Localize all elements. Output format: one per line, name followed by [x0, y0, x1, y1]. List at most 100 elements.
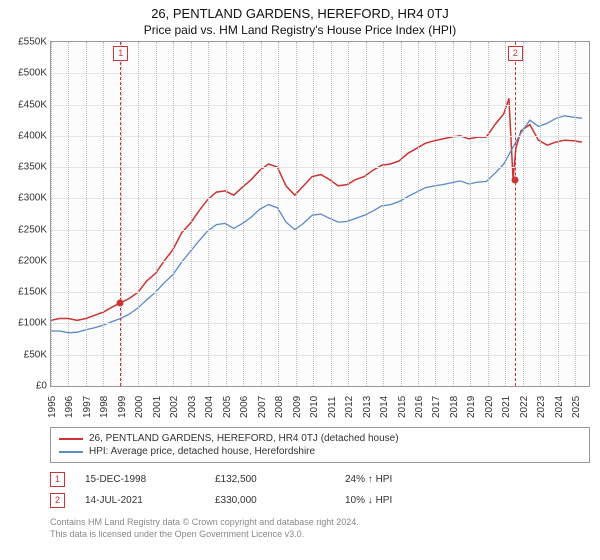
data-point-delta: 24% ↑ HPI	[345, 474, 475, 485]
legend-swatch	[59, 438, 83, 440]
gridline-v	[86, 42, 87, 386]
gridline-v	[558, 42, 559, 386]
sale-marker-box: 1	[113, 46, 128, 61]
series-line	[51, 116, 582, 333]
gridline-v	[173, 42, 174, 386]
gridline-h	[51, 355, 589, 356]
gridline-v	[296, 42, 297, 386]
series-line	[51, 98, 582, 320]
data-point-marker: 1	[50, 472, 65, 487]
sale-marker-dot	[511, 176, 518, 183]
gridline-v	[103, 42, 104, 386]
xtick-label: 2016	[414, 396, 425, 418]
data-point-table: 1 15-DEC-1998£132,50024% ↑ HPI 2 14-JUL-202…	[50, 469, 590, 511]
gridline-h	[51, 105, 589, 106]
xtick-label: 2003	[187, 396, 198, 418]
xtick-label: 2013	[362, 396, 373, 418]
gridline-h	[51, 230, 589, 231]
gridline-h	[51, 167, 589, 168]
xtick-label: 2021	[501, 396, 512, 418]
gridline-v	[383, 42, 384, 386]
xtick-label: 2009	[292, 396, 303, 418]
xtick-label: 2010	[309, 396, 320, 418]
chart-subtitle: Price paid vs. HM Land Registry's House …	[0, 21, 600, 41]
gridline-v	[68, 42, 69, 386]
xtick-label: 2019	[466, 396, 477, 418]
gridline-v	[366, 42, 367, 386]
xtick-label: 2002	[169, 396, 180, 418]
gridline-v	[453, 42, 454, 386]
xtick-label: 2023	[536, 396, 547, 418]
gridline-h	[51, 136, 589, 137]
gridline-v	[505, 42, 506, 386]
gridline-v	[540, 42, 541, 386]
gridline-v	[331, 42, 332, 386]
xtick-label: 2022	[519, 396, 530, 418]
gridline-v	[401, 42, 402, 386]
xtick-label: 1999	[117, 396, 128, 418]
xtick-label: 2000	[134, 396, 145, 418]
data-point-delta: 10% ↓ HPI	[345, 495, 475, 506]
xtick-label: 2008	[274, 396, 285, 418]
xtick-label: 2006	[239, 396, 250, 418]
gridline-v	[348, 42, 349, 386]
data-point-date: 15-DEC-1998	[85, 474, 215, 485]
xtick-label: 2004	[204, 396, 215, 418]
gridline-v	[243, 42, 244, 386]
ytick-label: £450K	[18, 99, 47, 110]
legend-label: HPI: Average price, detached house, Here…	[89, 446, 315, 457]
data-point-row: 2 14-JUL-2021£330,00010% ↓ HPI	[50, 490, 590, 511]
chart-title: 26, PENTLAND GARDENS, HEREFORD, HR4 0TJ	[0, 0, 600, 21]
sale-marker-line	[515, 42, 516, 386]
gridline-v	[278, 42, 279, 386]
legend-item: HPI: Average price, detached house, Here…	[59, 445, 581, 458]
ytick-label: £300K	[18, 193, 47, 204]
gridline-v	[470, 42, 471, 386]
legend-label: 26, PENTLAND GARDENS, HEREFORD, HR4 0TJ …	[89, 433, 399, 444]
gridline-v	[523, 42, 524, 386]
gridline-v	[226, 42, 227, 386]
xtick-label: 2020	[484, 396, 495, 418]
xtick-label: 2024	[554, 396, 565, 418]
gridline-h	[51, 198, 589, 199]
gridline-v	[313, 42, 314, 386]
footer-line-2: This data is licensed under the Open Gov…	[50, 529, 590, 541]
gridline-v	[575, 42, 576, 386]
xtick-label: 2014	[379, 396, 390, 418]
gridline-h	[51, 292, 589, 293]
gridline-v	[435, 42, 436, 386]
legend-swatch	[59, 451, 83, 453]
xtick-label: 2011	[327, 396, 338, 418]
xtick-label: 1996	[64, 396, 75, 418]
ytick-label: £200K	[18, 255, 47, 266]
ytick-label: £250K	[18, 224, 47, 235]
data-point-price: £330,000	[215, 495, 345, 506]
gridline-v	[488, 42, 489, 386]
xtick-label: 2005	[222, 396, 233, 418]
ytick-label: £350K	[18, 162, 47, 173]
gridline-h	[51, 261, 589, 262]
ytick-label: £550K	[18, 37, 47, 48]
ytick-label: £50K	[24, 349, 47, 360]
ytick-label: £100K	[18, 318, 47, 329]
gridline-v	[261, 42, 262, 386]
xtick-label: 2025	[571, 396, 582, 418]
sale-marker-box: 2	[508, 46, 523, 61]
footer-attribution: Contains HM Land Registry data © Crown c…	[50, 517, 590, 540]
data-point-marker: 2	[50, 493, 65, 508]
xtick-label: 2001	[152, 396, 163, 418]
gridline-v	[191, 42, 192, 386]
xtick-label: 1995	[47, 396, 58, 418]
gridline-v	[51, 42, 52, 386]
data-point-price: £132,500	[215, 474, 345, 485]
legend: 26, PENTLAND GARDENS, HEREFORD, HR4 0TJ …	[50, 427, 590, 463]
xtick-label: 2017	[431, 396, 442, 418]
xtick-label: 2018	[449, 396, 460, 418]
xtick-label: 1998	[99, 396, 110, 418]
legend-item: 26, PENTLAND GARDENS, HEREFORD, HR4 0TJ …	[59, 432, 581, 445]
footer-line-1: Contains HM Land Registry data © Crown c…	[50, 517, 590, 529]
data-point-date: 14-JUL-2021	[85, 495, 215, 506]
xtick-label: 1997	[82, 396, 93, 418]
gridline-h	[51, 73, 589, 74]
ytick-label: £400K	[18, 130, 47, 141]
